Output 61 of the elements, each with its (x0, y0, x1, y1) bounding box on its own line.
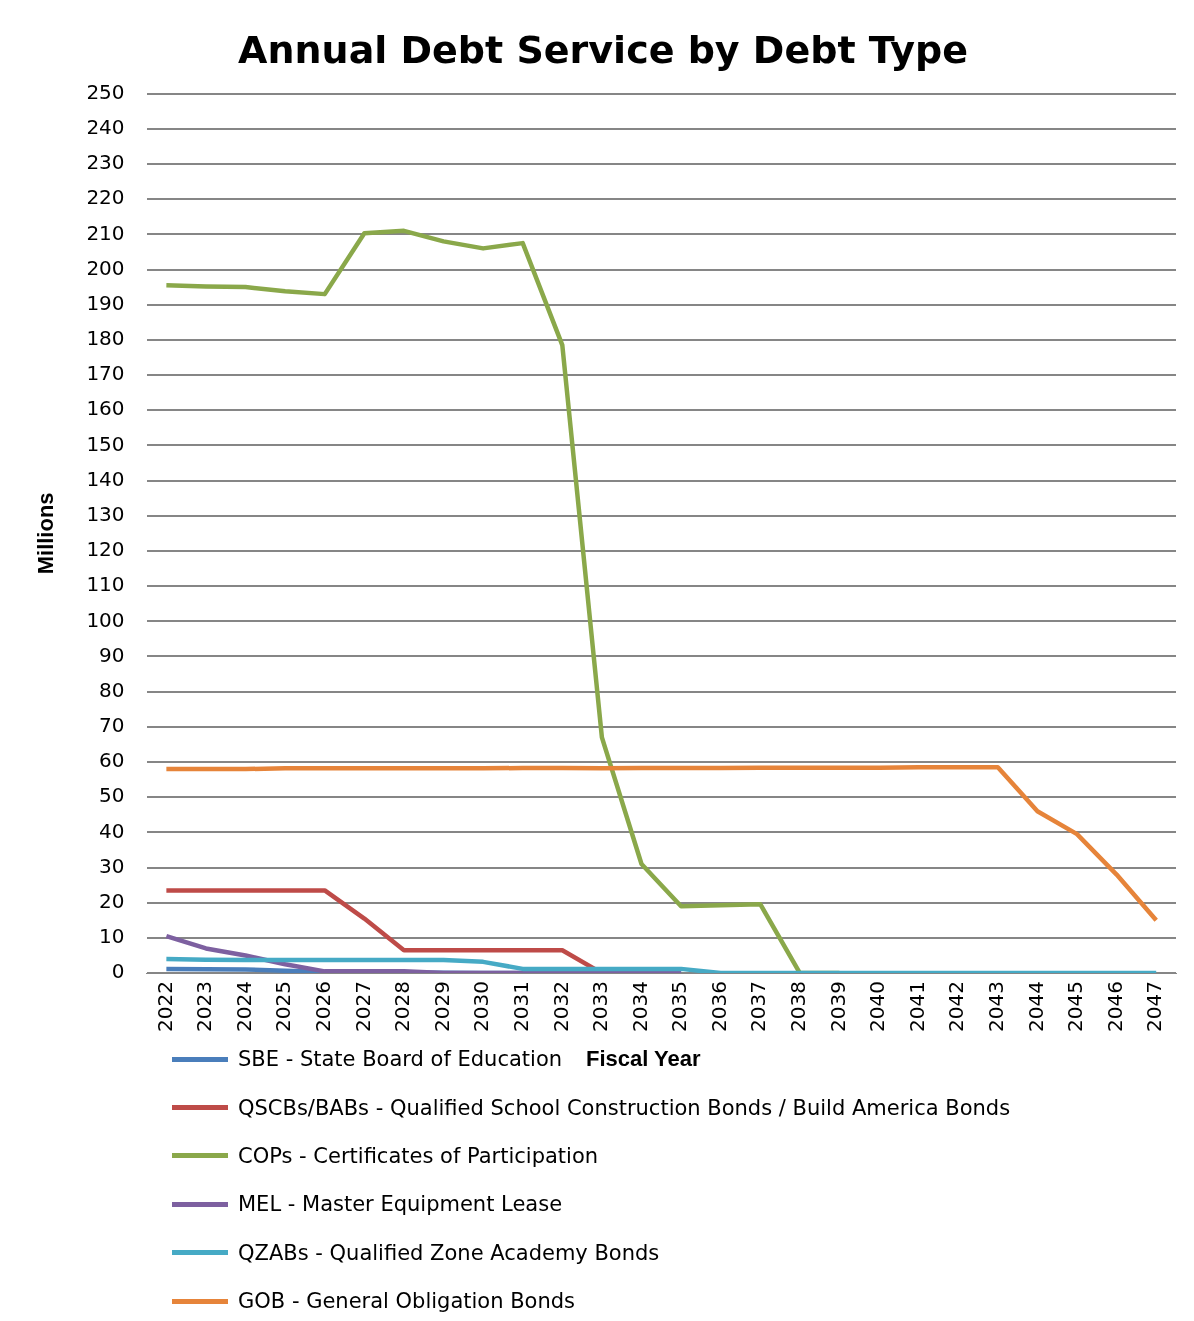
x-tick-label: 2029 (429, 981, 454, 1033)
y-tick-label: 140 (86, 466, 125, 491)
y-tick-label: 250 (86, 79, 125, 104)
x-tick-label: 2028 (390, 981, 415, 1033)
y-tick-label: 60 (99, 748, 125, 773)
x-tick-label: 2039 (825, 981, 850, 1033)
x-tick-label: 2038 (786, 981, 811, 1033)
y-tick-label: 70 (99, 713, 125, 738)
y-tick-label: 50 (99, 783, 125, 808)
x-tick-label: 2035 (667, 981, 692, 1033)
x-tick-label: 2032 (548, 981, 573, 1033)
x-tick-label: 2025 (271, 981, 296, 1033)
x-tick-label: 2041 (904, 981, 929, 1033)
x-tick-label: 2024 (231, 981, 256, 1033)
legend-label: QZABs - Qualified Zone Academy Bonds (238, 1240, 660, 1265)
x-axis-title: Fiscal Year (586, 1046, 701, 1072)
y-tick-label: 120 (86, 537, 125, 562)
x-tick-label: 2042 (944, 981, 969, 1033)
y-tick-label: 90 (99, 642, 125, 667)
y-tick-label: 170 (86, 361, 125, 386)
y-tick-label: 10 (99, 924, 125, 949)
x-tick-label: 2047 (1142, 981, 1167, 1033)
y-tick-label: 130 (86, 501, 125, 526)
legend-label: QSCBs/BABs - Qualified School Construction Bonds / Build America Bonds (238, 1095, 1011, 1120)
legend-label: MEL - Master Equipment Lease (238, 1192, 563, 1217)
x-tick-label: 2046 (1102, 981, 1127, 1033)
x-tick-label: 2033 (588, 981, 613, 1033)
y-tick-label: 100 (86, 607, 125, 632)
y-tick-label: 220 (86, 185, 125, 210)
x-tick-label: 2044 (1023, 981, 1048, 1033)
y-tick-label: 150 (86, 431, 125, 456)
x-tick-label: 2037 (746, 981, 771, 1033)
y-axis-title: Millions (33, 492, 59, 575)
legend-label: COPs - Certificates of Participation (238, 1143, 599, 1168)
x-tick-label: 2027 (350, 981, 375, 1033)
y-tick-label: 30 (99, 853, 125, 878)
x-tick-label: 2030 (469, 981, 494, 1033)
x-tick-label: 2031 (508, 981, 533, 1033)
y-tick-label: 160 (86, 396, 125, 421)
y-tick-label: 230 (86, 150, 125, 175)
x-tick-label: 2026 (310, 981, 335, 1033)
legend-label: GOB - General Obligation Bonds (238, 1289, 576, 1314)
y-tick-label: 190 (86, 290, 125, 315)
x-tick-label: 2040 (865, 981, 890, 1033)
y-tick-label: 110 (86, 572, 125, 597)
x-tick-label: 2022 (152, 981, 177, 1033)
y-tick-label: 0 (111, 959, 125, 984)
y-tick-label: 40 (99, 818, 125, 843)
y-tick-label: 80 (99, 677, 125, 702)
x-tick-label: 2023 (192, 981, 217, 1033)
chart-title: Annual Debt Service by Debt Type (238, 27, 968, 72)
y-tick-label: 200 (86, 255, 125, 280)
x-tick-label: 2036 (706, 981, 731, 1033)
y-tick-label: 180 (86, 326, 125, 351)
y-tick-label: 240 (86, 114, 125, 139)
x-tick-label: 2043 (984, 981, 1009, 1033)
y-tick-label: 210 (86, 220, 125, 245)
x-tick-label: 2034 (627, 981, 652, 1033)
x-tick-label: 2045 (1063, 981, 1088, 1033)
legend-label: SBE - State Board of Education (238, 1047, 563, 1072)
y-tick-label: 20 (99, 888, 125, 913)
